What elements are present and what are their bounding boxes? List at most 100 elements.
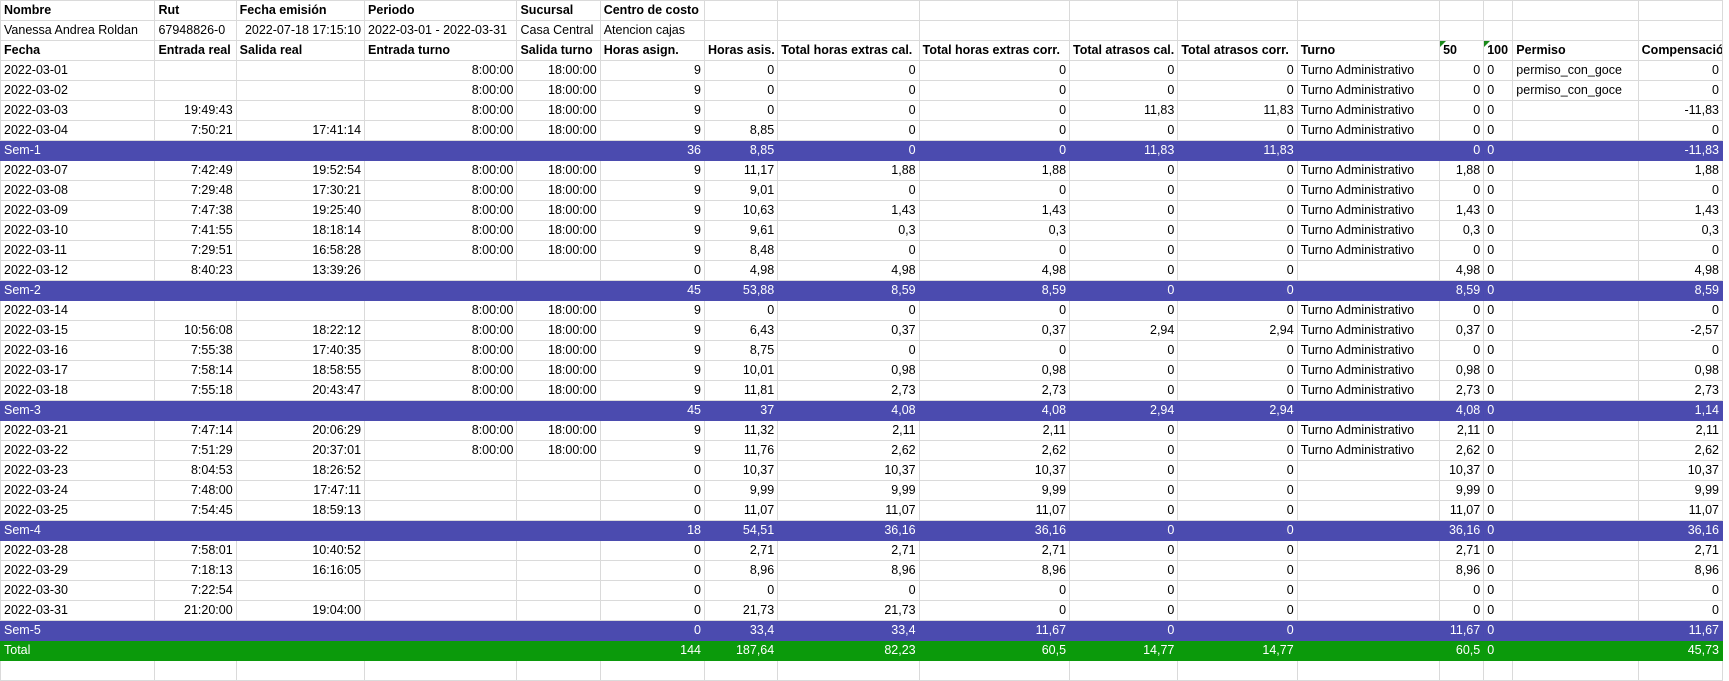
table-cell[interactable]: 0 (1483, 620, 1514, 641)
table-cell[interactable]: 0 (1483, 320, 1514, 341)
table-cell[interactable]: 10,37 (1637, 460, 1724, 481)
table-cell[interactable] (516, 520, 601, 541)
table-cell[interactable]: 0 (1177, 220, 1298, 241)
table-cell[interactable]: Turno Administrativo (1296, 420, 1441, 441)
table-cell[interactable]: 7:54:45 (154, 500, 237, 521)
table-cell[interactable]: 2022-03-07 (0, 160, 156, 181)
table-cell[interactable]: 2022-03-10 (0, 220, 156, 241)
table-cell[interactable]: 2022-03-18 (0, 380, 156, 401)
table-cell[interactable]: 19:49:43 (154, 100, 237, 121)
table-cell[interactable]: 9 (599, 380, 706, 401)
table-cell[interactable]: 0 (918, 60, 1071, 81)
cell[interactable] (1512, 20, 1639, 41)
table-cell[interactable]: 2022-03-17 (0, 360, 156, 381)
table-cell[interactable]: 4,98 (918, 260, 1071, 281)
table-cell[interactable]: 0 (599, 260, 706, 281)
cell[interactable] (777, 660, 920, 681)
table-cell[interactable]: 0 (918, 120, 1071, 141)
table-cell[interactable]: 11,07 (1637, 500, 1724, 521)
meta-value[interactable]: 2022-03-01 - 2022-03-31 (364, 20, 518, 41)
table-cell[interactable] (1512, 360, 1639, 381)
table-cell[interactable]: 1,14 (1637, 400, 1724, 421)
table-cell[interactable]: 0 (1483, 420, 1514, 441)
table-cell[interactable]: 0 (1177, 260, 1298, 281)
table-cell[interactable]: 8:00:00 (364, 180, 518, 201)
table-cell[interactable]: 18:00:00 (516, 60, 601, 81)
table-cell[interactable]: 18:00:00 (516, 360, 601, 381)
table-cell[interactable]: 9,61 (703, 220, 779, 241)
table-cell[interactable]: 0 (777, 240, 920, 261)
table-cell[interactable]: 0 (1483, 400, 1514, 421)
table-cell[interactable]: 16:16:05 (235, 560, 366, 581)
table-cell[interactable]: 2022-03-04 (0, 120, 156, 141)
table-cell[interactable]: 0 (599, 540, 706, 561)
table-cell[interactable]: 2,73 (918, 380, 1071, 401)
table-cell[interactable]: 0 (1069, 560, 1179, 581)
table-cell[interactable]: Sem-2 (0, 280, 156, 301)
table-cell[interactable]: 0 (1069, 180, 1179, 201)
table-cell[interactable] (1512, 440, 1639, 461)
table-cell[interactable]: Turno Administrativo (1296, 320, 1441, 341)
table-cell[interactable]: 4,08 (777, 400, 920, 421)
table-cell[interactable] (154, 300, 237, 321)
table-cell[interactable]: 9 (599, 300, 706, 321)
table-cell[interactable]: 18:00:00 (516, 160, 601, 181)
table-cell[interactable]: 2,71 (777, 540, 920, 561)
table-cell[interactable]: 8,48 (703, 240, 779, 261)
cell[interactable] (1177, 660, 1298, 681)
table-cell[interactable]: Turno Administrativo (1296, 120, 1441, 141)
table-cell[interactable] (1512, 460, 1639, 481)
table-cell[interactable]: 0 (1439, 300, 1485, 321)
cell[interactable] (777, 20, 920, 41)
table-cell[interactable]: 0 (1483, 60, 1514, 81)
cell[interactable] (1439, 660, 1485, 681)
table-cell[interactable]: Turno Administrativo (1296, 220, 1441, 241)
table-cell[interactable] (1512, 160, 1639, 181)
table-cell[interactable]: 0,3 (777, 220, 920, 241)
table-cell[interactable]: 36 (599, 140, 706, 161)
table-cell[interactable] (235, 280, 366, 301)
table-cell[interactable]: 0 (1069, 480, 1179, 501)
cell[interactable] (0, 660, 156, 681)
table-cell[interactable]: 11,07 (703, 500, 779, 521)
table-cell[interactable]: 33,4 (777, 620, 920, 641)
cell[interactable] (777, 0, 920, 21)
table-cell[interactable]: 0 (1069, 460, 1179, 481)
table-cell[interactable] (364, 520, 518, 541)
table-cell[interactable]: 0 (1483, 500, 1514, 521)
table-cell[interactable]: 11,83 (1177, 140, 1298, 161)
table-cell[interactable]: 0 (1483, 120, 1514, 141)
table-cell[interactable]: 2,62 (777, 440, 920, 461)
table-cell[interactable]: 1,88 (918, 160, 1071, 181)
table-cell[interactable]: 2,11 (1637, 420, 1724, 441)
table-cell[interactable]: 11,07 (918, 500, 1071, 521)
table-cell[interactable]: 2,71 (1637, 540, 1724, 561)
meta-label[interactable]: Periodo (364, 0, 518, 21)
table-cell[interactable]: 19:52:54 (235, 160, 366, 181)
cell[interactable] (1483, 0, 1514, 21)
table-cell[interactable]: 2022-03-22 (0, 440, 156, 461)
table-cell[interactable]: 11,83 (1069, 140, 1179, 161)
table-cell[interactable]: 60,5 (1439, 640, 1485, 661)
table-cell[interactable]: 4,08 (1439, 400, 1485, 421)
table-cell[interactable] (1512, 260, 1639, 281)
table-cell[interactable] (235, 140, 366, 161)
table-cell[interactable]: 9 (599, 100, 706, 121)
table-cell[interactable]: 0 (777, 180, 920, 201)
table-cell[interactable]: 0 (599, 480, 706, 501)
table-cell[interactable]: -2,57 (1637, 320, 1724, 341)
table-cell[interactable]: 10,37 (777, 460, 920, 481)
table-cell[interactable]: 8:00:00 (364, 160, 518, 181)
table-cell[interactable]: 0 (1637, 120, 1724, 141)
meta-label[interactable]: Rut (154, 0, 237, 21)
table-cell[interactable]: 9,99 (1439, 480, 1485, 501)
column-header[interactable]: Turno (1296, 40, 1441, 61)
table-cell[interactable] (1512, 240, 1639, 261)
table-cell[interactable]: 0 (1637, 80, 1724, 101)
table-cell[interactable] (1512, 520, 1639, 541)
table-cell[interactable]: 8:00:00 (364, 320, 518, 341)
cell[interactable] (1069, 660, 1179, 681)
table-cell[interactable]: 8,96 (777, 560, 920, 581)
table-cell[interactable]: 0 (599, 500, 706, 521)
table-cell[interactable]: Turno Administrativo (1296, 440, 1441, 461)
